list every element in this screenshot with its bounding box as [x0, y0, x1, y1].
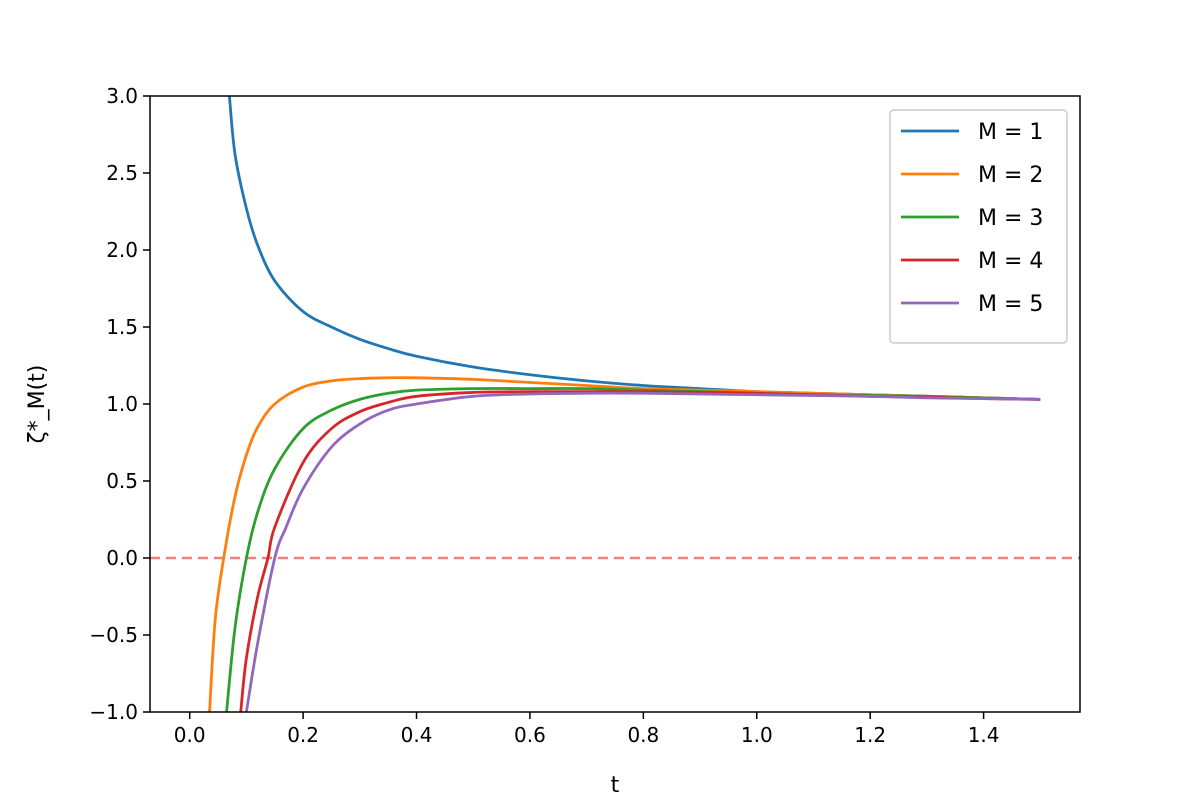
legend-label: M = 2: [978, 163, 1043, 188]
x-tick-label: 0.0: [174, 723, 206, 747]
series-line-m5: [245, 391, 1041, 712]
legend-label: M = 5: [978, 292, 1043, 317]
y-axis: −1.0 −0.5 0.0 0.5 1.0 1.5 2.0 2.5 3.0: [89, 84, 150, 724]
legend: M = 1 M = 2 M = 3 M = 4 M = 5: [889, 109, 1068, 344]
legend-label: M = 4: [978, 249, 1043, 274]
x-tick-label: 0.4: [401, 723, 433, 747]
y-tick-label: 2.5: [106, 161, 138, 185]
x-tick-label: 1.2: [854, 723, 886, 747]
y-tick-label: 3.0: [106, 84, 138, 108]
y-tick-label: 2.0: [106, 238, 138, 262]
legend-label: M = 3: [978, 206, 1043, 231]
series-layer: [208, 96, 1041, 712]
x-tick-label: 0.2: [287, 723, 319, 747]
legend-label: M = 1: [978, 120, 1043, 145]
x-axis: 0.0 0.2 0.4 0.6 0.8 1.0 1.2 1.4: [174, 712, 1000, 747]
y-tick-label: 0.5: [106, 469, 138, 493]
x-axis-label: t: [611, 773, 620, 798]
x-tick-label: 1.0: [741, 723, 773, 747]
x-tick-label: 0.6: [514, 723, 546, 747]
legend-box: [889, 109, 1068, 344]
y-tick-label: −1.0: [89, 700, 138, 724]
y-tick-label: 1.0: [106, 392, 138, 416]
y-tick-label: 0.0: [106, 546, 138, 570]
y-tick-label: 1.5: [106, 315, 138, 339]
x-tick-label: 0.8: [627, 723, 659, 747]
y-tick-label: −0.5: [89, 623, 138, 647]
y-axis-label: ζ*_M(t): [25, 365, 50, 444]
x-tick-label: 1.4: [968, 723, 1000, 747]
